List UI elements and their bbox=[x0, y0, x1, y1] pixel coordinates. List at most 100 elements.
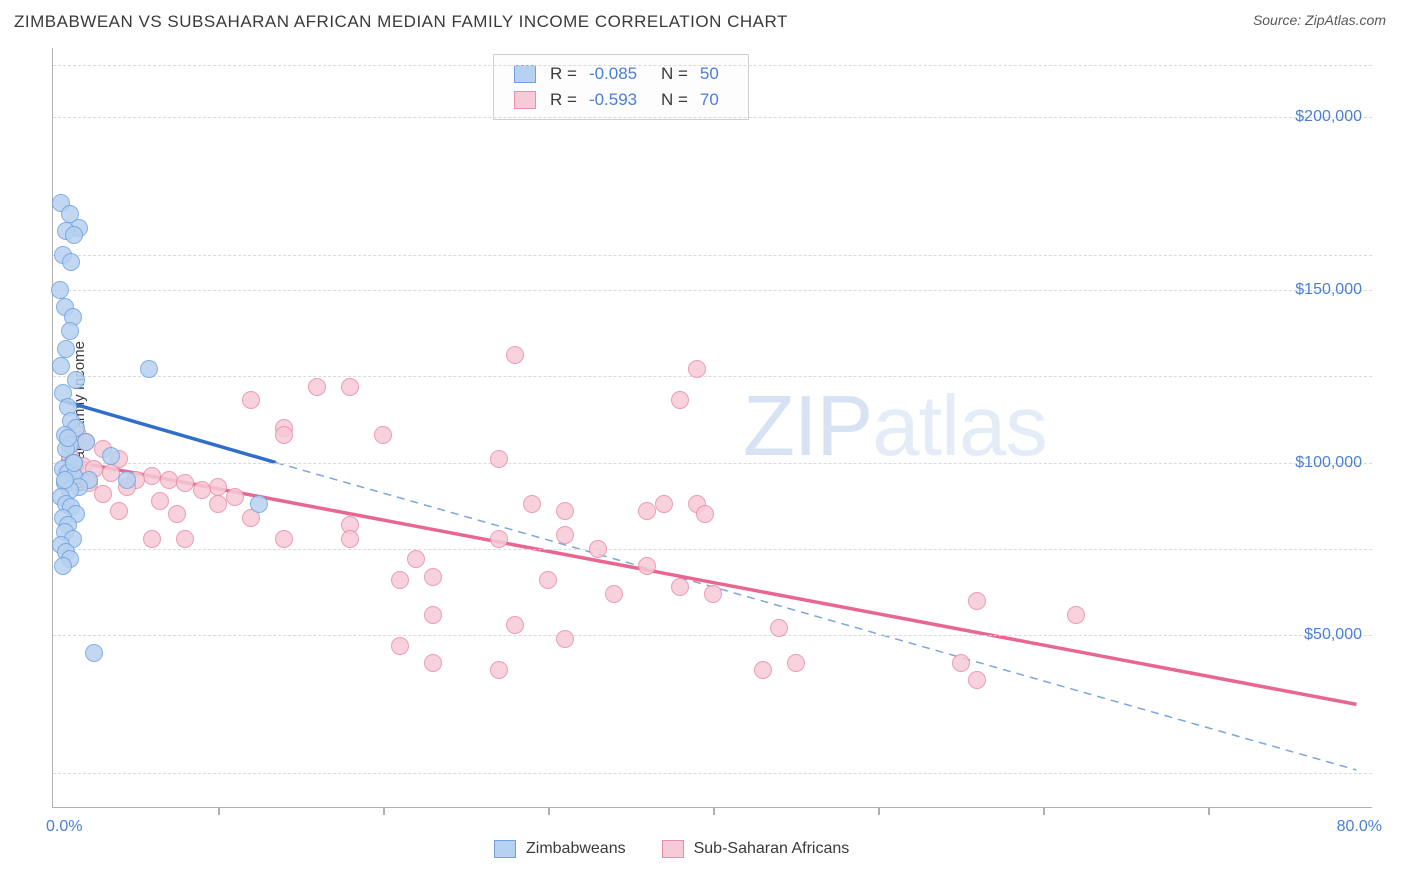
point-series2 bbox=[308, 378, 326, 396]
point-series2 bbox=[168, 505, 186, 523]
point-series2 bbox=[539, 571, 557, 589]
point-series2 bbox=[556, 526, 574, 544]
stat-legend-row: R = -0.593 N = 70 bbox=[514, 87, 728, 113]
point-series1 bbox=[250, 495, 268, 513]
watermark: ZIPatlas bbox=[743, 378, 1047, 476]
point-series2 bbox=[176, 474, 194, 492]
point-series2 bbox=[209, 495, 227, 513]
x-axis-max: 80.0% bbox=[1337, 818, 1382, 836]
point-series1 bbox=[51, 281, 69, 299]
point-series2 bbox=[341, 530, 359, 548]
r-value: -0.593 bbox=[589, 87, 647, 113]
point-series1 bbox=[52, 357, 70, 375]
point-series2 bbox=[275, 426, 293, 444]
gridline bbox=[53, 549, 1372, 550]
legend-swatch bbox=[514, 65, 536, 83]
point-series2 bbox=[242, 391, 260, 409]
chart-area: Median Family Income ZIPatlas R =-0.085N… bbox=[14, 48, 1392, 868]
point-series2 bbox=[424, 568, 442, 586]
point-series2 bbox=[704, 585, 722, 603]
point-series2 bbox=[671, 578, 689, 596]
x-axis-min: 0.0% bbox=[46, 818, 82, 836]
point-series2 bbox=[638, 502, 656, 520]
gridline bbox=[53, 376, 1372, 377]
point-series2 bbox=[94, 485, 112, 503]
legend-swatch bbox=[662, 840, 684, 858]
n-value: 70 bbox=[700, 87, 728, 113]
gridline bbox=[53, 255, 1372, 256]
point-series2 bbox=[341, 378, 359, 396]
point-series2 bbox=[754, 661, 772, 679]
legend-swatch bbox=[494, 840, 516, 858]
point-series2 bbox=[605, 585, 623, 603]
point-series2 bbox=[556, 502, 574, 520]
point-series2 bbox=[952, 654, 970, 672]
point-series2 bbox=[638, 557, 656, 575]
x-tick bbox=[1208, 807, 1210, 815]
point-series1 bbox=[62, 253, 80, 271]
point-series2 bbox=[226, 488, 244, 506]
point-series2 bbox=[391, 637, 409, 655]
point-series2 bbox=[655, 495, 673, 513]
point-series1 bbox=[102, 447, 120, 465]
n-label: N = bbox=[661, 87, 688, 113]
x-tick bbox=[548, 807, 550, 815]
point-series1 bbox=[59, 429, 77, 447]
gridline bbox=[53, 65, 1372, 66]
point-series2 bbox=[688, 360, 706, 378]
gridline bbox=[53, 635, 1372, 636]
point-series2 bbox=[671, 391, 689, 409]
series-label: Sub-Saharan Africans bbox=[694, 840, 850, 858]
point-series1 bbox=[118, 471, 136, 489]
r-label: R = bbox=[550, 87, 577, 113]
trend-lines bbox=[53, 48, 1372, 807]
source-label: Source: ZipAtlas.com bbox=[1253, 12, 1386, 28]
plot-region: ZIPatlas R =-0.085N =50R =-0.593N =70 $5… bbox=[52, 48, 1372, 808]
point-series2 bbox=[490, 661, 508, 679]
point-series1 bbox=[85, 644, 103, 662]
series-legend-item: Zimbabweans bbox=[494, 840, 626, 858]
gridline bbox=[53, 463, 1372, 464]
point-series2 bbox=[506, 616, 524, 634]
legend-swatch bbox=[514, 91, 536, 109]
gridline bbox=[53, 117, 1372, 118]
point-series2 bbox=[787, 654, 805, 672]
chart-title: ZIMBABWEAN VS SUBSAHARAN AFRICAN MEDIAN … bbox=[14, 12, 788, 32]
point-series1 bbox=[61, 322, 79, 340]
point-series2 bbox=[151, 492, 169, 510]
y-tick-label: $50,000 bbox=[1304, 626, 1362, 644]
point-series2 bbox=[556, 630, 574, 648]
point-series2 bbox=[102, 464, 120, 482]
point-series2 bbox=[490, 530, 508, 548]
point-series1 bbox=[56, 471, 74, 489]
point-series2 bbox=[506, 346, 524, 364]
y-tick-label: $150,000 bbox=[1295, 281, 1362, 299]
stat-legend: R =-0.085N =50R =-0.593N =70 bbox=[493, 54, 749, 120]
point-series2 bbox=[407, 550, 425, 568]
point-series2 bbox=[1067, 606, 1085, 624]
point-series2 bbox=[160, 471, 178, 489]
point-series2 bbox=[391, 571, 409, 589]
point-series1 bbox=[140, 360, 158, 378]
x-tick bbox=[218, 807, 220, 815]
point-series2 bbox=[143, 467, 161, 485]
point-series1 bbox=[57, 340, 75, 358]
point-series2 bbox=[209, 478, 227, 496]
point-series2 bbox=[424, 654, 442, 672]
point-series2 bbox=[490, 450, 508, 468]
point-series1 bbox=[65, 454, 83, 472]
gridline bbox=[53, 773, 1372, 774]
point-series2 bbox=[374, 426, 392, 444]
point-series2 bbox=[176, 530, 194, 548]
series-label: Zimbabweans bbox=[526, 840, 626, 858]
point-series2 bbox=[589, 540, 607, 558]
point-series2 bbox=[275, 530, 293, 548]
y-tick-label: $200,000 bbox=[1295, 108, 1362, 126]
x-tick bbox=[1043, 807, 1045, 815]
point-series2 bbox=[523, 495, 541, 513]
point-series2 bbox=[968, 671, 986, 689]
point-series1 bbox=[77, 433, 95, 451]
point-series2 bbox=[424, 606, 442, 624]
y-tick-label: $100,000 bbox=[1295, 454, 1362, 472]
point-series2 bbox=[193, 481, 211, 499]
